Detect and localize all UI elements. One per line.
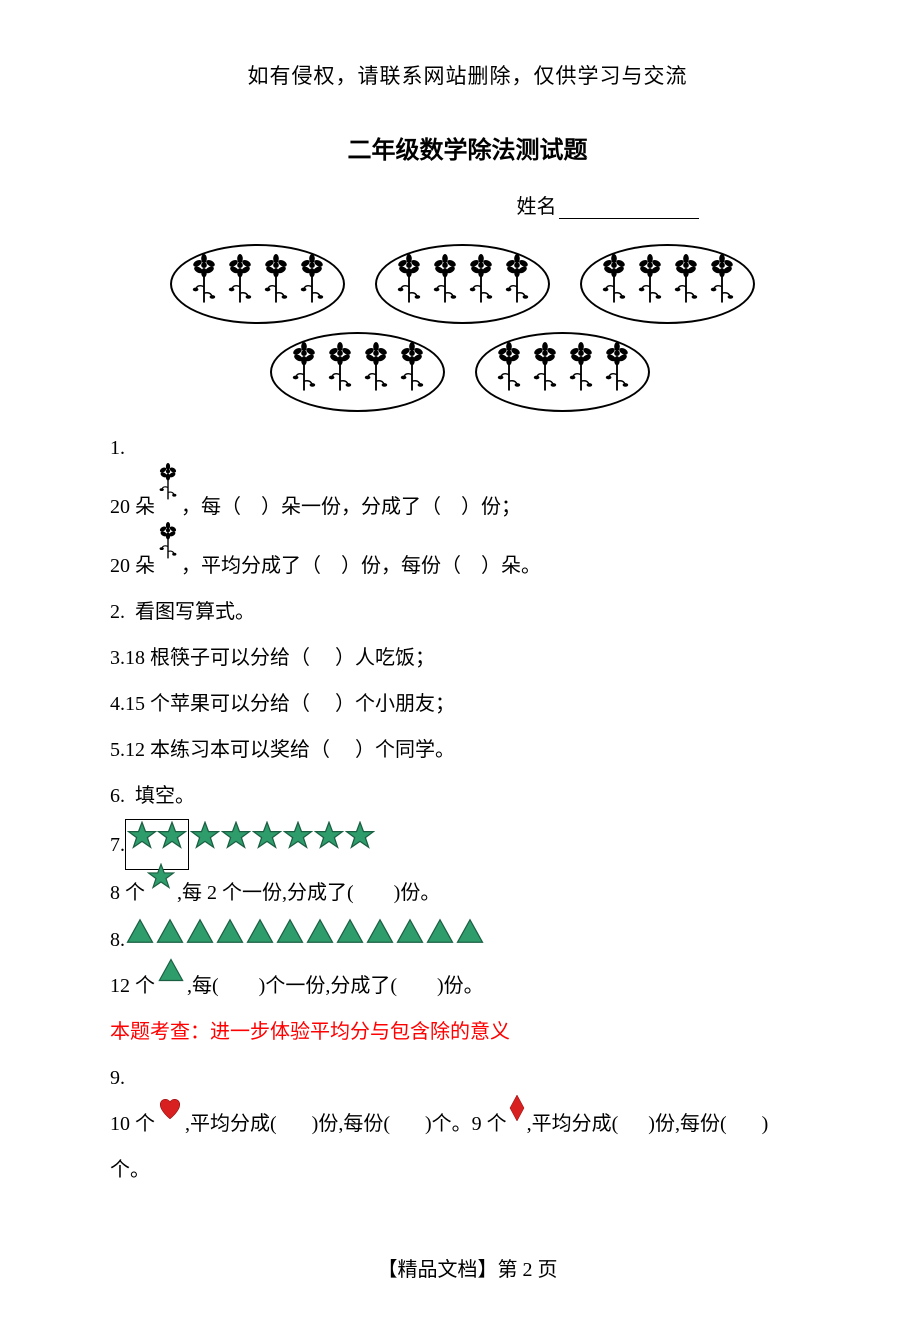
triangle-icon <box>335 916 365 963</box>
q7-shapes: 7. <box>110 819 825 870</box>
star-icon <box>221 821 251 868</box>
flower-icon <box>672 254 700 315</box>
flower-oval <box>375 244 550 324</box>
page-title: 二年级数学除法测试题 <box>110 130 825 165</box>
diamond-icon <box>509 1093 525 1139</box>
flower-icon <box>603 342 631 403</box>
flower-icon <box>326 342 354 403</box>
q1-line1: 20 朵 ，每（ ）朵一份，分成了（ ）份； <box>110 471 825 530</box>
q9-line: 10 个 ,平均分成( )份,每份( )个。9 个 ,平均分成( )份,每份( … <box>110 1101 825 1147</box>
name-underline <box>559 218 699 219</box>
triangle-icon <box>275 916 305 963</box>
flower-icon <box>567 342 595 403</box>
flower-icon <box>262 254 290 315</box>
flower-oval <box>170 244 345 324</box>
triangle-icon <box>245 916 275 963</box>
flower-diagram <box>170 244 755 420</box>
triangle-icon <box>305 916 335 963</box>
star-icon <box>190 821 220 868</box>
flower-icon <box>190 254 218 315</box>
q1-line2: 20 朵 ，平均分成了（ ）份，每份（ ）朵。 <box>110 530 825 589</box>
flower-icon <box>531 342 559 403</box>
flower-row-2 <box>170 332 755 412</box>
flower-oval <box>580 244 755 324</box>
flower-icon <box>362 342 390 403</box>
q7-text: 8 个 ,每 2 个一份,分成了( )份。 <box>110 870 825 916</box>
star-icon <box>252 821 282 868</box>
hint-text: 本题考查：进一步体验平均分与包含除的意义 <box>110 1009 825 1055</box>
flower-icon <box>157 522 179 581</box>
q4: 4.15 个苹果可以分给（ ）个小朋友； <box>110 681 825 727</box>
triangle-icon <box>365 916 395 963</box>
star-icon <box>147 862 175 908</box>
flower-icon <box>708 254 736 315</box>
name-label: 姓名 <box>517 196 557 218</box>
flower-icon <box>395 254 423 315</box>
page-footer: 【精品文档】第 2 页 <box>110 1253 825 1282</box>
header-note: 如有侵权，请联系网站删除，仅供学习与交流 <box>110 60 825 90</box>
triangle-icon <box>157 955 185 1001</box>
flower-row-1 <box>170 244 755 324</box>
flower-icon <box>467 254 495 315</box>
flower-oval <box>475 332 650 412</box>
star-icon <box>283 821 313 868</box>
flower-oval <box>270 332 445 412</box>
flower-icon <box>398 342 426 403</box>
q5: 5.12 本练习本可以奖给（ ）个同学。 <box>110 727 825 773</box>
triangle-icon <box>185 916 215 963</box>
triangle-icon <box>125 916 155 963</box>
flower-icon <box>298 254 326 315</box>
q8-shapes: 8. <box>110 916 825 963</box>
flower-icon <box>503 254 531 315</box>
q1-number: 1. <box>110 425 825 471</box>
q9-line2: 个。 <box>110 1147 825 1193</box>
q9-number: 9. <box>110 1055 825 1101</box>
star-icon <box>345 821 375 868</box>
q3: 3.18 根筷子可以分给（ ）人吃饭； <box>110 635 825 681</box>
q8-text: 12 个 ,每( )个一份,分成了( )份。 <box>110 963 825 1009</box>
flower-icon <box>157 463 179 522</box>
q6: 6. 填空。 <box>110 773 825 819</box>
flower-icon <box>431 254 459 315</box>
star-icon <box>127 821 157 868</box>
flower-icon <box>495 342 523 403</box>
flower-icon <box>290 342 318 403</box>
triangle-icon <box>425 916 455 963</box>
name-field-row: 姓名 <box>110 190 825 219</box>
heart-icon <box>157 1093 183 1139</box>
triangle-icon <box>215 916 245 963</box>
star-icon <box>314 821 344 868</box>
flower-icon <box>600 254 628 315</box>
flower-icon <box>226 254 254 315</box>
triangle-icon <box>395 916 425 963</box>
triangle-icon <box>455 916 485 963</box>
star-icon <box>157 821 187 868</box>
flower-icon <box>636 254 664 315</box>
q2: 2. 看图写算式。 <box>110 589 825 635</box>
